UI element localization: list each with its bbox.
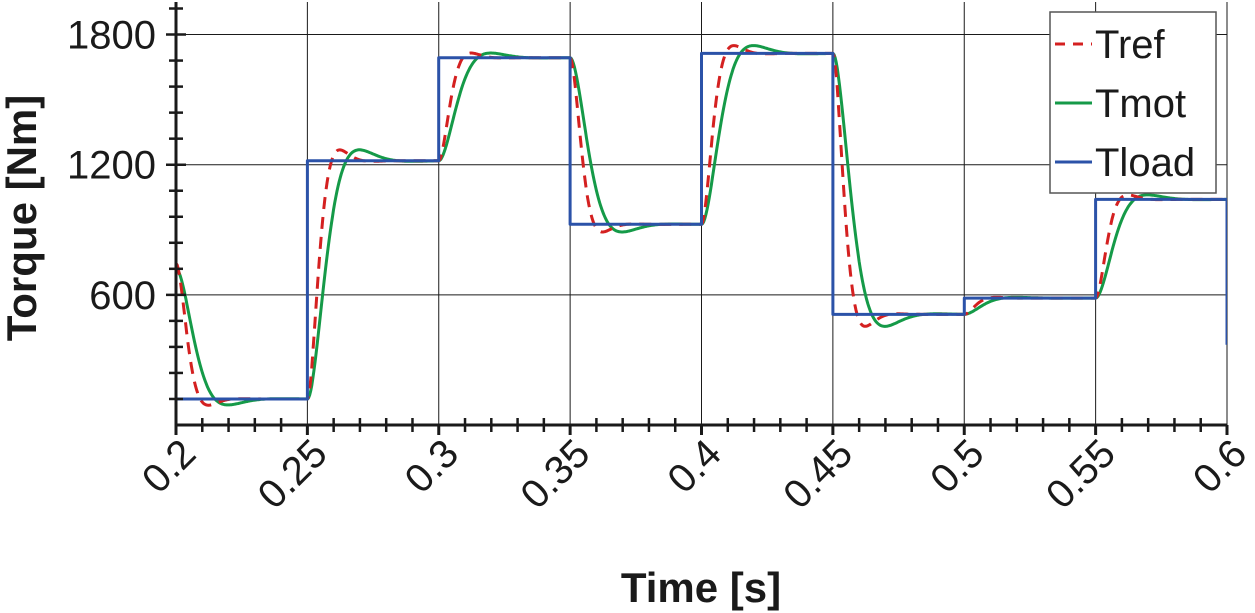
x-tick-label: 0.4: [659, 431, 729, 501]
x-tick-label: 0.3: [397, 431, 467, 501]
legend-label-tload: Tload: [1095, 141, 1195, 185]
series-layer: [176, 44, 1227, 407]
x-tick-label: 0.6: [1185, 431, 1255, 501]
x-tick-labels: 0.2 0.25 0.3 0.35 0.4 0.45 0.5 0.55 0.6: [134, 431, 1255, 517]
x-tick-label: 0.55: [1038, 431, 1124, 517]
legend-label-tmot: Tmot: [1095, 82, 1186, 126]
x-tick-label: 0.5: [922, 431, 992, 501]
legend-label-tref: Tref: [1095, 23, 1166, 67]
y-tick-label: 600: [89, 274, 156, 318]
y-tick-labels: 600 1200 1800: [67, 14, 156, 318]
y-tick-label: 1200: [67, 144, 156, 188]
x-tick-label: 0.35: [512, 431, 598, 517]
x-axis-label: Time [s]: [621, 564, 781, 611]
y-axis-label: Torque [Nm]: [0, 95, 45, 342]
axes: [166, 2, 1229, 435]
x-tick-label: 0.2: [134, 431, 204, 501]
legend: Tref Tmot Tload: [1049, 11, 1217, 194]
x-tick-label: 0.25: [250, 431, 336, 517]
x-tick-label: 0.45: [775, 431, 861, 517]
series-line-tload: [176, 51, 1227, 401]
y-tick-label: 1800: [67, 14, 156, 58]
